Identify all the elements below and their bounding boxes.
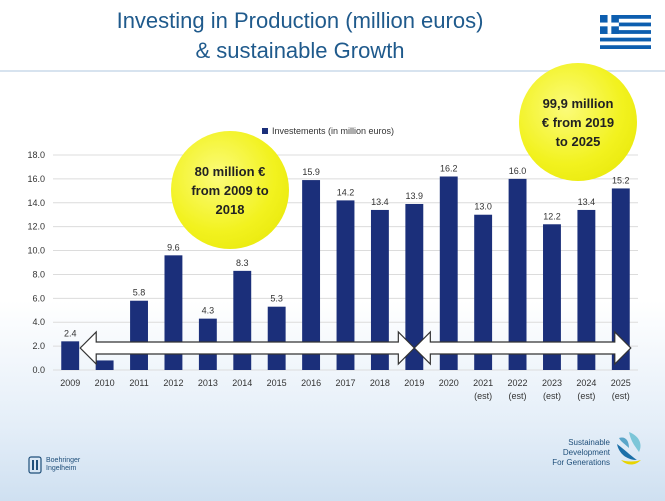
bar-2020 <box>439 176 458 370</box>
y-tick-label: 10.0 <box>27 246 45 256</box>
boehringer-ingelheim-logo: Boehringer Ingelheim <box>28 456 80 474</box>
bar-2024 <box>577 209 596 370</box>
value-label: 15.2 <box>612 175 630 185</box>
value-label: 8.3 <box>236 258 249 268</box>
bar-2015 <box>267 306 286 370</box>
value-label: 5.8 <box>133 288 146 298</box>
y-tick-label: 0.0 <box>32 365 45 375</box>
x-tick-label: 2022 <box>508 378 528 388</box>
bar-2012 <box>164 255 183 370</box>
sd-logo-line-1: Sustainable <box>568 438 610 447</box>
value-label: 16.0 <box>509 166 527 176</box>
callout-2-line-1: 99,9 million <box>542 95 614 111</box>
y-tick-label: 16.0 <box>27 174 45 184</box>
x-tick-label: 2014 <box>232 378 252 388</box>
bar-2017 <box>336 200 355 370</box>
x-tick-sublabel: (est) <box>509 391 527 401</box>
boehringer-icon <box>28 456 42 474</box>
value-label: 9.6 <box>167 242 180 252</box>
bar-2009 <box>61 341 80 370</box>
page-title: Investing in Production (million euros) … <box>40 6 560 66</box>
sustainable-development-logo: Sustainable Development For Generations <box>525 430 645 472</box>
value-label: 14.2 <box>337 187 355 197</box>
y-tick-label: 12.0 <box>27 222 45 232</box>
callout-1-line-2: from 2009 to <box>191 182 269 198</box>
bar-2010 <box>95 360 114 370</box>
value-label: 13.4 <box>578 197 596 207</box>
y-tick-label: 6.0 <box>32 293 45 303</box>
range-arrow-2019-2025 <box>413 330 632 366</box>
value-label: 4.3 <box>202 306 215 316</box>
callout-1-line-1: 80 million € <box>194 163 266 179</box>
x-tick-label: 2010 <box>95 378 115 388</box>
value-label: 12.2 <box>543 211 561 221</box>
y-tick-label: 4.0 <box>32 317 45 327</box>
value-label: 13.9 <box>406 191 424 201</box>
value-label: 5.3 <box>270 294 283 304</box>
bar-2014 <box>233 270 252 370</box>
title-line-1: Investing in Production (million euros) <box>116 8 484 33</box>
x-tick-sublabel: (est) <box>577 391 595 401</box>
x-tick-label: 2011 <box>129 378 148 388</box>
y-tick-label: 14.0 <box>27 198 45 208</box>
x-tick-label: 2016 <box>301 378 321 388</box>
x-tick-label: 2020 <box>439 378 459 388</box>
sd-logo-line-2: Development <box>562 448 610 457</box>
value-label: 16.2 <box>440 164 458 174</box>
x-tick-label: 2015 <box>267 378 287 388</box>
x-tick-sublabel: (est) <box>612 391 630 401</box>
x-tick-label: 2018 <box>370 378 390 388</box>
callout-2-line-2: € from 2019 <box>541 114 615 130</box>
bar-2021 <box>474 214 493 370</box>
legend-swatch <box>262 128 268 134</box>
bar-2018 <box>370 209 389 370</box>
bi-logo-line-1: Boehringer <box>46 457 81 464</box>
title-line-2: & sustainable Growth <box>195 38 405 63</box>
x-tick-label: 2025 <box>611 378 631 388</box>
y-tick-label: 8.0 <box>32 269 45 279</box>
value-label: 2.4 <box>64 328 77 338</box>
bar-2016 <box>302 180 321 370</box>
callout-1-line-3: 2018 <box>215 201 245 217</box>
y-tick-label: 2.0 <box>32 341 45 351</box>
bar-2011 <box>130 300 148 370</box>
value-label: 15.9 <box>302 167 320 177</box>
bar-2022 <box>508 178 527 370</box>
value-label: 13.4 <box>371 197 389 207</box>
callout-2-line-3: to 2025 <box>555 133 601 149</box>
x-tick-label: 2017 <box>335 378 355 388</box>
legend-label: Investements (in million euros) <box>272 126 395 136</box>
chart-legend: Investements (in million euros) <box>262 126 394 136</box>
bar-2019 <box>405 203 424 370</box>
bar-2023 <box>543 224 561 370</box>
x-tick-label: 2021 <box>473 378 493 388</box>
x-tick-label: 2009 <box>60 378 80 388</box>
value-label: 13.0 <box>474 202 492 212</box>
y-tick-label: 18.0 <box>27 150 45 160</box>
x-tick-sublabel: (est) <box>543 391 561 401</box>
x-tick-label: 2013 <box>198 378 218 388</box>
callout-bubble-2009-2018: 80 million € from 2009 to 2018 <box>171 131 289 249</box>
greek-flag-icon <box>600 15 651 49</box>
bi-logo-line-2: Ingelheim <box>46 465 77 472</box>
title-divider <box>0 70 665 72</box>
sd-logo-line-3: For Generations <box>552 458 610 467</box>
x-tick-label: 2023 <box>542 378 562 388</box>
x-tick-sublabel: (est) <box>474 391 492 401</box>
callout-bubble-2019-2025: 99,9 million € from 2019 to 2025 <box>519 63 637 181</box>
x-tick-label: 2024 <box>576 378 596 388</box>
x-tick-label: 2019 <box>404 378 424 388</box>
sustainable-development-icon <box>617 432 641 465</box>
bar-2025 <box>611 188 630 370</box>
x-tick-label: 2012 <box>163 378 183 388</box>
